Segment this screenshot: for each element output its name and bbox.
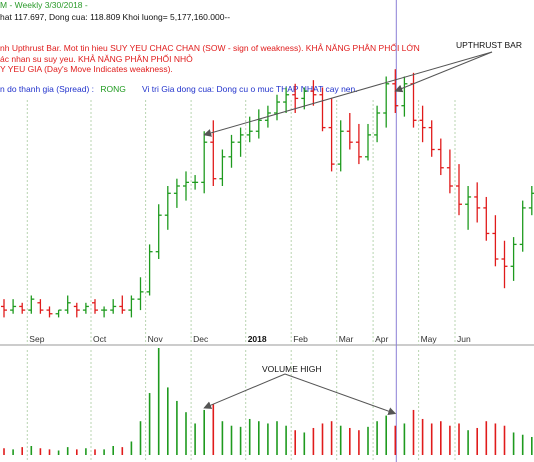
volume-annotation: VOLUME HIGH	[262, 364, 322, 374]
x-axis-label: Apr	[375, 334, 388, 344]
spread-info: n do thanh gia (Spread) : RONG	[0, 84, 126, 94]
title-text: M - Weekly 3/30/2018 -	[0, 0, 88, 10]
grid-lines	[0, 100, 534, 462]
volume-bars	[3, 348, 533, 455]
x-axis-label: Feb	[293, 334, 308, 344]
x-axis-label: Jun	[457, 334, 471, 344]
x-axis-label: 2018	[248, 334, 267, 344]
signal-line-3: Y YEU GIA (Day's Move Indicates weakness…	[0, 64, 173, 74]
upthrust-arrow-left	[203, 51, 493, 137]
close-position-value: THAP NHAT cay nen.	[275, 84, 358, 94]
upthrust-annotation: UPTHRUST BAR	[456, 40, 522, 50]
close-position-info: Vi tri Gia dong cua: Dong cu o muc THAP …	[142, 84, 358, 94]
ohlc-summary: hat 117.697, Dong cua: 118.809 Khoi luon…	[0, 12, 231, 22]
x-axis-label: Dec	[193, 334, 209, 344]
x-axis-label: Mar	[339, 334, 354, 344]
x-axis-label: Nov	[148, 334, 164, 344]
volume-arrow-left	[203, 373, 286, 409]
x-axis-labels: Sep Oct Nov Dec 2018 Feb Mar Apr May Jun	[29, 334, 471, 344]
signal-line-1: nh Upthrust Bar. Mot tin hieu SUY YEU CH…	[0, 43, 420, 53]
chart-title: M - Weekly 3/30/2018 -	[0, 0, 88, 10]
price-bars	[1, 69, 534, 318]
signal-line-2: ác nhan su suy yeu. KHẢ NĂNG PHÂN PHỐI N…	[0, 54, 193, 64]
spread-value: RONG	[100, 84, 126, 94]
x-axis-label: Sep	[29, 334, 44, 344]
spread-label: n do thanh gia (Spread) :	[0, 84, 95, 94]
upthrust-arrow-right	[394, 51, 493, 93]
x-axis-label: May	[421, 334, 438, 344]
annotation-arrows	[203, 51, 493, 415]
volume-arrow-right	[284, 373, 397, 415]
x-axis-label: Oct	[93, 334, 107, 344]
close-position-label: Vi tri Gia dong cua: Dong cu o muc	[142, 84, 274, 94]
